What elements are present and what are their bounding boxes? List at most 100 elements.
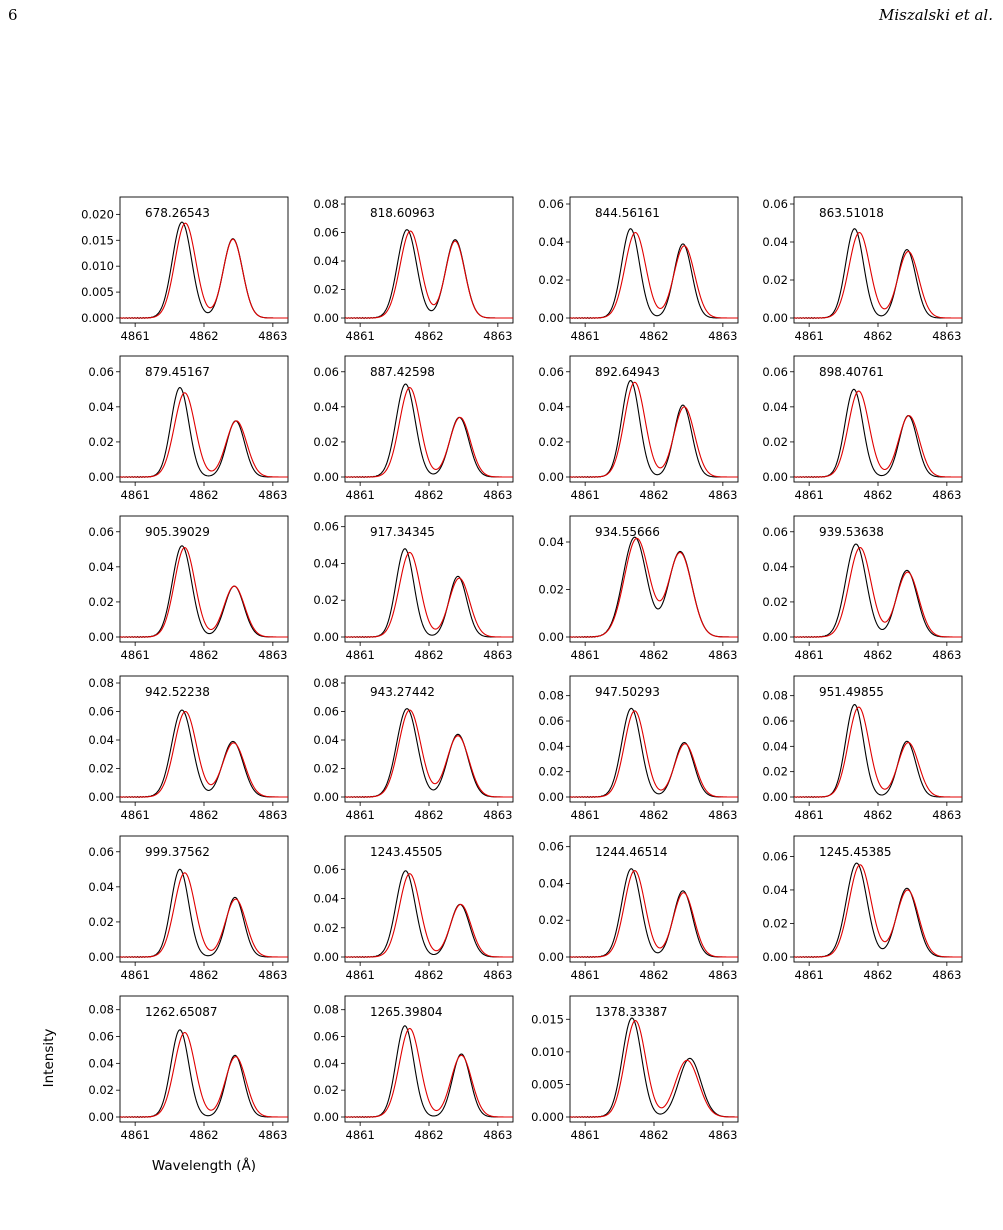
y-tick-label: 0.02 bbox=[88, 595, 114, 609]
y-tick-label: 0.00 bbox=[313, 1110, 339, 1124]
x-tick-label: 4862 bbox=[639, 648, 668, 662]
x-tick-label: 4861 bbox=[571, 329, 600, 343]
x-tick-label: 4863 bbox=[932, 329, 961, 343]
observed-profile-line bbox=[119, 387, 288, 479]
y-tick-label: 0.02 bbox=[313, 283, 339, 297]
y-tick-label: 0.04 bbox=[88, 560, 114, 574]
y-tick-label: 0.00 bbox=[538, 470, 564, 484]
y-tick-label: 0.04 bbox=[762, 235, 788, 249]
y-tick-label: 0.04 bbox=[762, 400, 788, 414]
y-tick-label: 0.08 bbox=[88, 1003, 114, 1017]
y-tick-label: 0.06 bbox=[88, 525, 114, 539]
spectrum-panel: 0.00 0.02 0.04 0.06 4861 4862 4863 879.45167 bbox=[88, 355, 289, 502]
x-tick-label: 4863 bbox=[932, 808, 961, 822]
x-tick-label: 4862 bbox=[863, 488, 892, 502]
x-tick-label: 4863 bbox=[708, 808, 737, 822]
x-tick-label: 4863 bbox=[483, 808, 512, 822]
y-tick-label: 0.02 bbox=[538, 435, 564, 449]
y-tick-label: 0.00 bbox=[538, 790, 564, 804]
panel-label: 1378.33387 bbox=[595, 1005, 668, 1019]
x-tick-label: 4863 bbox=[483, 488, 512, 502]
model-profile-line bbox=[570, 381, 738, 478]
x-tick-label: 4861 bbox=[795, 808, 824, 822]
y-tick-label: 0.00 bbox=[538, 630, 564, 644]
y-tick-label: 0.010 bbox=[531, 1045, 564, 1059]
y-tick-label: 0.04 bbox=[313, 556, 339, 570]
model-profile-line bbox=[120, 710, 288, 798]
figure-caption-cutoff bbox=[0, 1212, 1003, 1230]
y-tick-label: 0.02 bbox=[88, 435, 114, 449]
observed-profile-line bbox=[119, 709, 288, 799]
y-tick-label: 0.000 bbox=[531, 1110, 564, 1124]
panel-label: 942.52238 bbox=[145, 685, 210, 699]
x-tick-label: 4862 bbox=[189, 1128, 218, 1142]
model-profile-line bbox=[794, 547, 962, 638]
y-tick-label: 0.04 bbox=[762, 883, 788, 897]
model-profile-line bbox=[345, 387, 513, 478]
spectrum-panel: 0.00 0.02 0.04 0.06 4861 4862 4863 917.34345 bbox=[313, 515, 514, 662]
y-tick-label: 0.00 bbox=[88, 1110, 114, 1124]
observed-profile-line bbox=[569, 380, 738, 479]
observed-profile-line bbox=[793, 862, 962, 959]
model-profile-line bbox=[570, 710, 738, 798]
y-tick-label: 0.02 bbox=[538, 583, 564, 597]
panel-label: 917.34345 bbox=[370, 525, 435, 539]
y-tick-label: 0.020 bbox=[81, 207, 114, 221]
spectrum-panel: 0.00 0.02 0.04 0.06 4861 4862 4863 1243.45505 bbox=[313, 835, 514, 982]
observed-profile-line bbox=[344, 229, 513, 320]
model-profile-line bbox=[570, 231, 738, 319]
model-profile-line bbox=[120, 1031, 288, 1118]
y-tick-label: 0.02 bbox=[88, 1083, 114, 1097]
y-tick-label: 0.06 bbox=[538, 840, 564, 854]
observed-profile-line bbox=[793, 228, 962, 320]
y-tick-label: 0.02 bbox=[313, 435, 339, 449]
spectrum-panel: 0.00 0.02 0.04 0.06 4861 4862 4863 1244.46514 bbox=[538, 835, 739, 982]
observed-profile-line bbox=[119, 868, 288, 959]
observed-profile-line bbox=[344, 708, 513, 799]
x-tick-label: 4863 bbox=[708, 1128, 737, 1142]
spectrum-panel: 0.00 0.02 0.04 0.06 0.08 4861 4862 4863 951.4985… bbox=[762, 675, 963, 822]
panel-label: 892.64943 bbox=[595, 365, 660, 379]
x-tick-label: 4862 bbox=[639, 329, 668, 343]
y-tick-label: 0.06 bbox=[313, 862, 339, 876]
figure-y-axis-label: Intensity bbox=[41, 1029, 57, 1088]
x-tick-label: 4862 bbox=[414, 808, 443, 822]
observed-profile-line bbox=[793, 388, 962, 479]
y-tick-label: 0.00 bbox=[88, 470, 114, 484]
x-tick-label: 4862 bbox=[189, 329, 218, 343]
model-profile-line bbox=[570, 537, 738, 638]
y-tick-label: 0.00 bbox=[762, 790, 788, 804]
panel-label: 1265.39804 bbox=[370, 1005, 443, 1019]
running-head: Miszalski et al. bbox=[878, 6, 993, 24]
y-tick-label: 0.06 bbox=[538, 714, 564, 728]
y-tick-label: 0.02 bbox=[762, 595, 788, 609]
x-tick-label: 4861 bbox=[571, 1128, 600, 1142]
observed-profile-line bbox=[119, 545, 288, 639]
panel-label: 898.40761 bbox=[819, 365, 884, 379]
y-tick-label: 0.00 bbox=[313, 950, 339, 964]
model-profile-line bbox=[345, 709, 513, 798]
model-profile-line bbox=[794, 231, 962, 319]
y-tick-label: 0.00 bbox=[762, 311, 788, 325]
observed-profile-line bbox=[569, 536, 738, 639]
x-tick-label: 4862 bbox=[863, 968, 892, 982]
panel-label: 1245.45385 bbox=[819, 845, 892, 859]
spectrum-panel: 0.00 0.02 0.04 0.06 0.08 4861 4862 4863 1262.650… bbox=[88, 995, 289, 1142]
model-profile-line bbox=[794, 390, 962, 478]
observed-profile-line bbox=[569, 707, 738, 799]
y-tick-label: 0.08 bbox=[88, 676, 114, 690]
y-tick-label: 0.015 bbox=[531, 1012, 564, 1026]
spectrum-panel: 0.00 0.02 0.04 0.06 0.08 4861 4862 4863 818.6096… bbox=[313, 196, 514, 343]
y-tick-label: 0.04 bbox=[313, 733, 339, 747]
x-tick-label: 4863 bbox=[708, 329, 737, 343]
x-tick-label: 4862 bbox=[639, 1128, 668, 1142]
y-tick-label: 0.06 bbox=[313, 705, 339, 719]
model-profile-line bbox=[345, 551, 513, 638]
spectrum-panel: 0.00 0.02 0.04 4861 4862 4863 934.55666 bbox=[538, 515, 739, 662]
y-tick-label: 0.04 bbox=[313, 1056, 339, 1070]
y-tick-label: 0.04 bbox=[762, 560, 788, 574]
model-profile-line bbox=[794, 706, 962, 798]
x-tick-label: 4862 bbox=[639, 488, 668, 502]
observed-profile-line bbox=[569, 228, 738, 320]
